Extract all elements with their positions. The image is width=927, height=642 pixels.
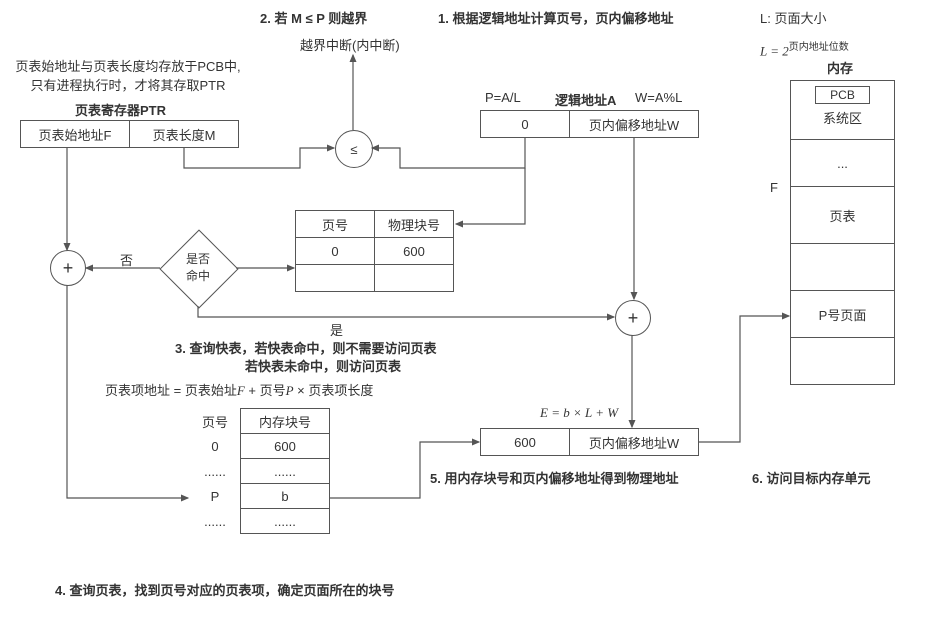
comparator: ≤ [335, 130, 373, 168]
step6: 6. 访问目标内存单元 [752, 468, 870, 487]
pt-r0-label: 0 [190, 433, 240, 459]
no-label: 否 [120, 250, 133, 269]
tlb-h1: 页号 [295, 210, 375, 238]
mem-row-dots1: ... [790, 139, 895, 187]
tlb-h2: 物理块号 [374, 210, 454, 238]
ptr-cell-left: 页表始地址F [20, 120, 130, 148]
pt-rp-val: b [240, 483, 330, 509]
phys-cell-left: 600 [480, 428, 570, 456]
step2-heading: 2. 若 M ≤ P 则越界 [260, 8, 367, 27]
formula2: E = b × L + W [540, 405, 618, 421]
mem-pcb: PCB [815, 86, 870, 104]
tlb-empty2 [374, 264, 454, 292]
interrupt-label: 越界中断(内中断) [300, 35, 400, 54]
phys-cell-right: 页内偏移地址W [569, 428, 699, 456]
mem-row-dots2 [790, 243, 895, 291]
p-al-label: P=A/L [485, 90, 521, 105]
pt-dots1-label: ...... [190, 458, 240, 484]
tlb-r0c0: 0 [295, 237, 375, 265]
mem-row-pt: 页表 [790, 186, 895, 244]
pt-r0-val: 600 [240, 433, 330, 459]
tlb-r0c1: 600 [374, 237, 454, 265]
mem-row-sys: PCB 系统区 [790, 80, 895, 140]
mem-title: 内存 [827, 58, 853, 77]
step5: 5. 用内存块号和页内偏移地址得到物理地址 [430, 468, 678, 487]
arrows-overlay [0, 0, 927, 642]
yes-label: 是 [330, 320, 343, 339]
pt-dots2-val: ...... [240, 508, 330, 534]
ptr-title: 页表寄存器PTR [75, 100, 166, 119]
ptr-cell-right: 页表长度M [129, 120, 239, 148]
adder-1: + [50, 250, 86, 286]
logic-cell-left: 0 [480, 110, 570, 138]
pt-col1-header: 内存块号 [240, 408, 330, 434]
step4: 4. 查询页表，找到页号对应的页表项，确定页面所在的块号 [55, 580, 394, 599]
pt-dots2-label: ...... [190, 508, 240, 534]
memory-block: PCB 系统区 ... 页表 P号页面 [790, 80, 895, 385]
pt-rp-label: P [190, 483, 240, 509]
adder-2: + [615, 300, 651, 336]
tlb-table: 页号 物理块号 0 600 [295, 210, 454, 292]
formula1: 页表项地址 = 页表始址F + 页号P × 页表项长度 [105, 380, 373, 399]
pt-dots1-val: ...... [240, 458, 330, 484]
step3b: 若快表未命中，则访问页表 [245, 356, 401, 375]
hit-diamond: 是否 命中 [160, 230, 236, 306]
logic-cell-right: 页内偏移地址W [569, 110, 699, 138]
logic-a-label: 逻辑地址A [555, 90, 616, 109]
l-formula: L = 2页内地址位数 [760, 38, 849, 59]
diagram-canvas: 2. 若 M ≤ P 则越界 1. 根据逻辑地址计算页号，页内偏移地址 越界中断… [0, 0, 927, 642]
pt-col0-label: 页号 [190, 408, 240, 434]
step1-heading: 1. 根据逻辑地址计算页号，页内偏移地址 [438, 8, 673, 27]
mem-f-label: F [770, 180, 778, 195]
mem-row-dots3 [790, 337, 895, 385]
step3a: 3. 查询快表，若快表命中，则不需要访问页表 [175, 338, 436, 357]
pcb-note: 页表始地址与页表长度均存放于PCB中, 只有进程执行时，才将其存取PTR [8, 56, 248, 94]
w-al-label: W=A%L [635, 90, 682, 105]
l-label: L: 页面大小 [760, 8, 826, 27]
page-table: 页号 内存块号 0 600 ...... ...... P b ...... .… [190, 408, 330, 534]
mem-row-page: P号页面 [790, 290, 895, 338]
tlb-empty1 [295, 264, 375, 292]
